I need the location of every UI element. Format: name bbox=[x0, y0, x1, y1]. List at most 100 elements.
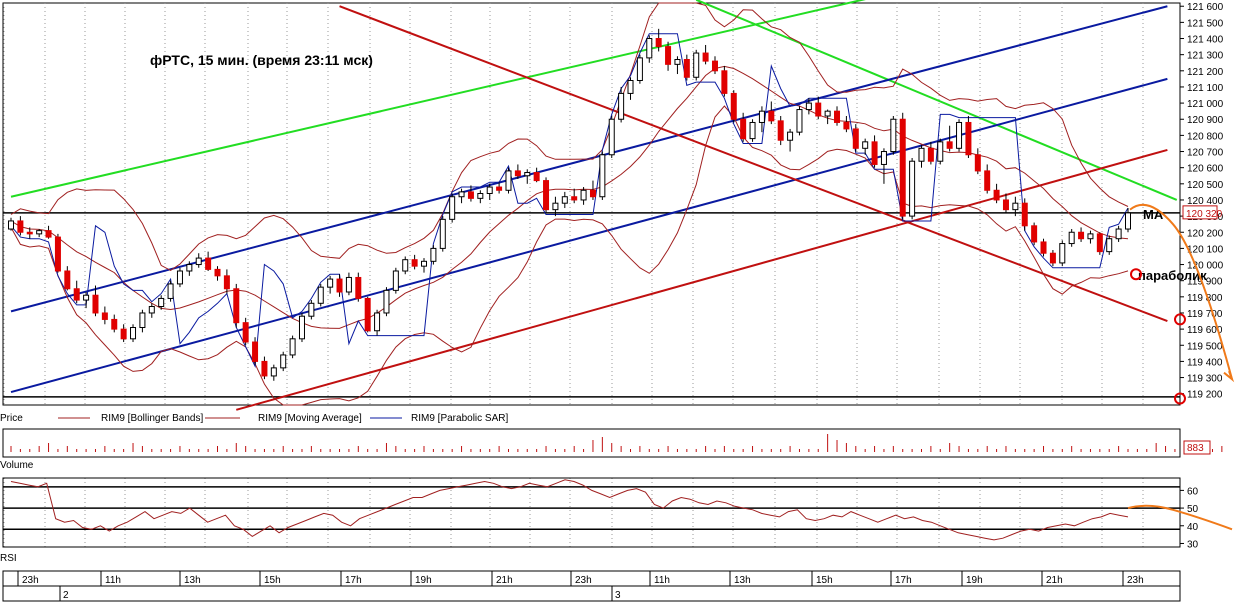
candle-down bbox=[834, 110, 841, 123]
candle-down bbox=[233, 288, 240, 324]
candle-up bbox=[308, 302, 315, 317]
candle bbox=[552, 196, 559, 217]
candle bbox=[327, 275, 334, 294]
green-resistance-line bbox=[695, 0, 1178, 201]
candle-up bbox=[298, 315, 305, 340]
candle-up bbox=[477, 193, 484, 199]
candle-up bbox=[608, 118, 615, 156]
candle bbox=[514, 164, 521, 179]
candle bbox=[101, 306, 108, 325]
trendlines bbox=[3, 0, 1180, 411]
candle-up bbox=[1059, 243, 1066, 264]
candle-up bbox=[270, 367, 277, 377]
sar-annotation: параболик bbox=[1138, 268, 1207, 283]
candle-up bbox=[439, 218, 446, 249]
price-axis: 121 600 121 500 121 400 121 300 121 200 121 1… bbox=[1180, 2, 1224, 401]
candle bbox=[984, 164, 991, 194]
candle bbox=[627, 77, 634, 100]
candle bbox=[505, 167, 512, 194]
candle bbox=[1059, 240, 1066, 267]
chart-title: фРТС, 15 мин. (время 23:11 мск) bbox=[150, 52, 373, 68]
candle bbox=[730, 90, 737, 123]
candle-down bbox=[92, 294, 99, 314]
candle bbox=[805, 98, 812, 115]
candle-up bbox=[787, 131, 794, 141]
candle bbox=[402, 256, 409, 275]
candle-up bbox=[674, 59, 681, 65]
legend-parabolic-sar: RIM9 [Parabolic SAR] bbox=[411, 413, 508, 424]
candle bbox=[345, 272, 352, 296]
candle bbox=[824, 109, 831, 125]
rsi-tick-label: 50 bbox=[1187, 504, 1199, 515]
last-price-label: 120 320 bbox=[1186, 209, 1223, 220]
candle-down bbox=[571, 196, 578, 201]
candle bbox=[1012, 196, 1019, 217]
candle-down bbox=[73, 288, 80, 301]
candle bbox=[355, 272, 362, 302]
candle-down bbox=[45, 230, 52, 238]
candle-up bbox=[1012, 202, 1019, 211]
candle bbox=[186, 261, 193, 276]
candle-up bbox=[1125, 212, 1131, 230]
volume-frame bbox=[2, 428, 1181, 458]
candle bbox=[796, 106, 803, 136]
candle bbox=[392, 267, 399, 294]
candle bbox=[1125, 208, 1131, 233]
time-tick-label: 11h bbox=[105, 575, 121, 586]
candle-down bbox=[871, 141, 878, 165]
blue-channel-mid bbox=[10, 77, 1168, 394]
candle-up bbox=[167, 283, 174, 299]
candle-down bbox=[242, 322, 249, 343]
price-tick-label: 119 500 bbox=[1187, 341, 1223, 352]
legend-price: Price bbox=[0, 413, 23, 424]
candle bbox=[693, 49, 700, 81]
candle-up bbox=[83, 294, 90, 301]
candle-down bbox=[702, 52, 709, 62]
candle-down bbox=[1040, 241, 1047, 254]
candle-up bbox=[805, 102, 812, 111]
candle bbox=[486, 183, 493, 200]
candle-up bbox=[636, 57, 643, 81]
time-tick-label: 21h bbox=[496, 575, 513, 586]
candle bbox=[1040, 238, 1047, 257]
candle bbox=[54, 233, 61, 273]
green-channel-upper bbox=[10, 0, 866, 198]
price-tick-label: 121 100 bbox=[1187, 83, 1224, 94]
volume-value-box bbox=[1183, 440, 1211, 455]
candle-up bbox=[345, 276, 352, 293]
candle-up bbox=[758, 110, 765, 123]
time-tick-label: 11h bbox=[654, 575, 670, 586]
price-panel: 121 600 121 500 121 400 121 300 121 200 121 1… bbox=[2, 0, 1235, 547]
candle-up bbox=[552, 202, 559, 211]
candle-down bbox=[261, 360, 268, 377]
candle bbox=[665, 41, 672, 71]
candle bbox=[467, 185, 474, 202]
rsi-tick-label: 30 bbox=[1187, 539, 1199, 550]
candle-up bbox=[627, 79, 634, 94]
rsi-tick-label: 60 bbox=[1187, 486, 1199, 497]
time-tick-label: 19h bbox=[415, 575, 432, 586]
candle-down bbox=[496, 186, 503, 191]
candle bbox=[298, 312, 305, 343]
candle-up bbox=[824, 110, 831, 117]
candle-down bbox=[1096, 233, 1103, 253]
candle bbox=[205, 251, 212, 271]
candle-down bbox=[101, 312, 108, 320]
candle-up bbox=[580, 189, 587, 201]
candle bbox=[374, 309, 381, 336]
candle-up bbox=[646, 38, 653, 59]
candle-up bbox=[796, 109, 803, 133]
candle-up bbox=[618, 92, 625, 120]
candle bbox=[965, 116, 972, 158]
candle-up bbox=[449, 196, 456, 220]
candle bbox=[83, 291, 90, 309]
candle bbox=[702, 44, 709, 65]
rsi-label: RSI bbox=[0, 553, 17, 564]
candle bbox=[45, 225, 52, 239]
candle-up bbox=[195, 257, 202, 266]
candle bbox=[130, 324, 137, 343]
candle bbox=[449, 193, 456, 223]
price-tick-label: 121 600 bbox=[1187, 2, 1224, 13]
price-tick-label: 119 900 bbox=[1187, 277, 1223, 288]
candle-up bbox=[130, 327, 137, 340]
